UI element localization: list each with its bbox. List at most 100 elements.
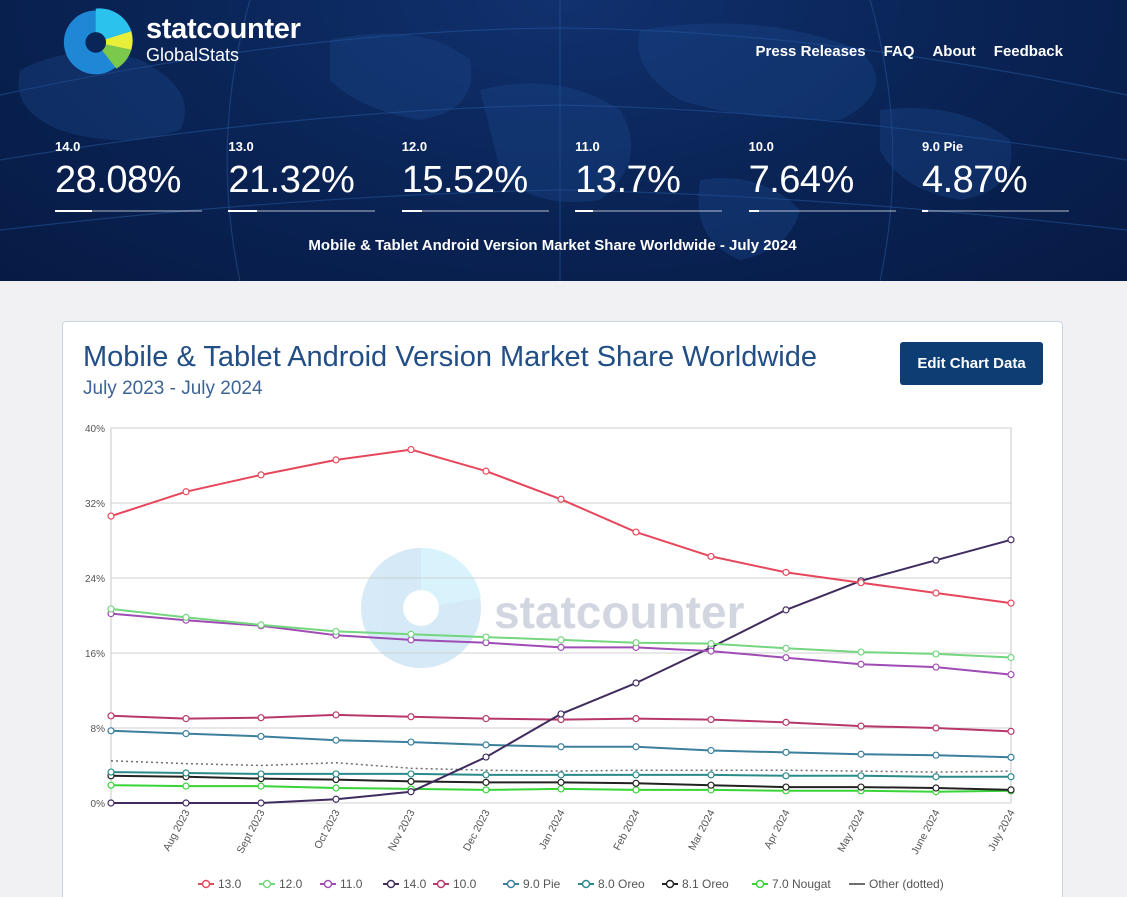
x-tick-label: Oct 2023 [312,808,343,851]
data-point [257,714,265,722]
nav-faq[interactable]: FAQ [883,43,915,60]
legend-marker [386,879,396,889]
hero-title: Mobile & Tablet Android Version Market S… [308,237,797,254]
stat-bar [921,210,1069,212]
x-tick-label: Feb 2024 [611,808,643,853]
legend-item[interactable]: Other (dotted) [849,877,944,891]
legend-item[interactable]: 10.0 [433,877,477,891]
data-point [557,771,565,779]
legend-label: 11.0 [340,877,363,891]
data-point [107,727,115,735]
data-point [407,777,415,786]
data-point [407,770,415,778]
legend-item[interactable]: 8.1 Oreo [662,877,729,891]
data-point [482,467,490,475]
x-tick-label: Nov 2023 [386,808,418,853]
data-point [1007,653,1015,662]
data-point [182,769,190,777]
data-point [857,579,865,587]
data-point [707,746,715,755]
data-point [707,771,715,779]
y-tick-label: 8% [91,724,106,735]
data-point [857,648,865,656]
data-point [1007,670,1015,679]
data-point [557,636,565,644]
data-point [257,799,265,807]
data-point [632,779,640,787]
data-point [782,644,790,652]
legend-item[interactable]: 12.0 [259,877,303,891]
data-point [1007,786,1015,794]
data-point [782,654,790,662]
stat-12[interactable]: 12.0 15.52% [401,139,549,213]
nav-feedback[interactable]: Feedback [993,43,1063,60]
stat-9-pie[interactable]: 9.0 Pie 4.87% [921,139,1069,213]
data-point [932,724,940,732]
data-point [932,663,940,671]
data-point [857,722,865,730]
data-point [557,785,565,793]
data-point [932,773,940,781]
statcounter-logo-icon[interactable] [62,3,137,78]
y-tick-label: 16% [85,649,105,660]
legend-label: 14.0 [403,877,427,891]
stat-bar [55,210,202,212]
data-point [257,770,265,778]
legend-item[interactable]: 9.0 Pie [503,877,561,891]
legend-item[interactable]: 8.0 Oreo [578,877,645,891]
legend-marker [755,879,765,889]
stat-10[interactable]: 10.0 7.64% [748,139,896,213]
data-point [107,712,115,720]
nav-about[interactable]: About [932,43,976,60]
data-point [407,630,415,638]
stat-11[interactable]: 11.0 13.7% [575,139,723,213]
legend-label: 10.0 [453,877,477,891]
legend-marker [262,879,272,889]
data-point [1007,599,1015,607]
x-tick-label: May 2024 [835,808,867,854]
legend-item[interactable]: 13.0 [198,877,242,891]
data-point [482,771,490,779]
data-point [932,784,940,792]
data-point [632,743,640,751]
legend-marker [323,879,333,889]
stat-bar [228,210,376,212]
stat-value: 28.08% [55,159,181,201]
data-point [1007,753,1015,761]
legend-item[interactable]: 14.0 [383,877,427,891]
data-point [932,589,940,597]
watermark-logo-hole [403,590,439,626]
legend-marker [665,879,675,889]
data-point [557,643,565,651]
legend-item[interactable]: 11.0 [320,877,363,891]
brand[interactable]: statcounter GlobalStats [146,13,301,65]
data-point [482,753,490,761]
stat-bar [401,210,549,212]
x-tick-label: June 2024 [909,808,943,857]
nav-press-releases[interactable]: Press Releases [755,43,866,60]
stat-bar [748,210,896,212]
stat-13[interactable]: 13.0 21.32% [228,139,376,213]
data-point [782,568,790,576]
data-point [632,679,640,687]
x-tick-label: July 2024 [986,808,1018,853]
stat-bar-fill [55,210,93,212]
stat-14[interactable]: 14.0 28.08% [55,139,202,213]
chart-title: Mobile & Tablet Android Version Market S… [83,341,817,373]
data-point [332,456,340,464]
data-point [332,627,340,636]
data-point [857,783,865,791]
data-point [707,715,715,724]
data-point [707,647,715,655]
data-point [257,782,265,790]
data-point [107,512,115,520]
x-tick-label: Dec 2023 [461,808,493,853]
legend-label: 13.0 [218,877,242,891]
legend-item[interactable]: 7.0 Nougat [752,877,831,891]
edit-chart-data-button[interactable]: Edit Chart Data [900,342,1043,385]
data-point [107,799,115,807]
legend-label: 9.0 Pie [523,877,561,891]
world-map-background [0,0,1127,281]
data-point [182,730,190,738]
